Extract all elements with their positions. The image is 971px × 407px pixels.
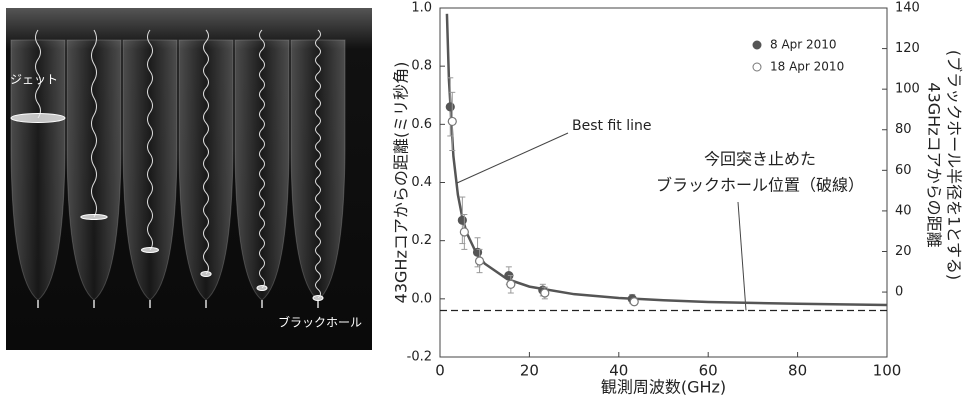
jet	[35, 29, 41, 119]
x-tick-label: 100	[873, 362, 902, 380]
cone	[234, 39, 290, 301]
disk	[200, 271, 212, 277]
x-tick-label: 0	[435, 362, 445, 380]
cone	[122, 39, 178, 301]
y2-tick-label: 120	[895, 41, 920, 56]
cone	[10, 39, 66, 301]
y2-tick-label: 60	[895, 163, 912, 178]
y-tick-label: 0.6	[411, 117, 432, 132]
annotation-pointer	[456, 132, 569, 184]
x-tick-label: 40	[609, 362, 628, 380]
legend-label: 8 Apr 2010	[770, 38, 837, 52]
point	[629, 297, 639, 307]
disk	[256, 285, 268, 291]
y2-tick-label: 100	[895, 82, 920, 97]
point	[445, 102, 455, 112]
y2-tick-label: 20	[895, 244, 912, 259]
fit-line	[445, 13, 888, 307]
y-tick-label: 0.2	[411, 233, 432, 248]
point	[457, 215, 467, 225]
point	[447, 116, 457, 127]
disk	[80, 214, 108, 220]
chart: 0 20 40 60 80 100 -0.2 0.0 0.2 0.4 0.6 0.8 1.0 0 20 40 6…	[392, 1, 964, 397]
x-tick-label: 80	[788, 362, 807, 380]
annotation-pointer	[737, 201, 747, 311]
legend-label: 18 Apr 2010	[770, 60, 844, 74]
y-tick-label: 0.4	[411, 175, 432, 190]
jet-label: ジェット	[10, 73, 58, 87]
legend-marker	[752, 40, 762, 50]
y-tick-label: 0.0	[411, 291, 432, 306]
y-axis-label: 43GHzコアからの距離(ミリ秒角)	[392, 62, 411, 304]
x-tick-label: 20	[520, 362, 539, 380]
point	[474, 256, 485, 266]
point	[540, 288, 550, 298]
cones	[10, 29, 346, 308]
jet	[203, 29, 209, 275]
reference-annotation: ブラックホール位置（破線）	[656, 176, 864, 195]
y-tick-label: 0.8	[411, 59, 432, 74]
y2-tick-label: 140	[895, 1, 920, 16]
y2-tick-label: 40	[895, 203, 912, 218]
x-tick-label: 60	[699, 362, 718, 380]
y2-tick-label: 80	[895, 122, 912, 137]
y2-axis-label: 43GHzコアからの距離	[925, 82, 944, 247]
disk	[312, 295, 324, 301]
fit-annotation: Best fit line	[572, 118, 651, 134]
y-tick-label: -0.2	[407, 350, 432, 365]
jet	[91, 29, 97, 218]
jet	[259, 29, 265, 289]
point	[506, 279, 516, 289]
y-tick-label: 1.0	[411, 1, 432, 16]
y2-tick-label: 0	[895, 285, 903, 300]
x-axis-label: 観測周波数(GHz)	[601, 378, 726, 397]
cone	[66, 39, 122, 301]
disk	[140, 247, 160, 253]
blackhole-label: ブラックホール	[278, 315, 362, 330]
point	[459, 227, 469, 237]
y2-axis-label: (ブラックホール半径を1とする)	[945, 50, 964, 280]
legend-marker	[752, 62, 762, 72]
jet	[147, 29, 153, 251]
jet	[315, 29, 321, 299]
disk	[10, 113, 66, 123]
reference-annotation: 今回突き止めた	[704, 150, 816, 169]
